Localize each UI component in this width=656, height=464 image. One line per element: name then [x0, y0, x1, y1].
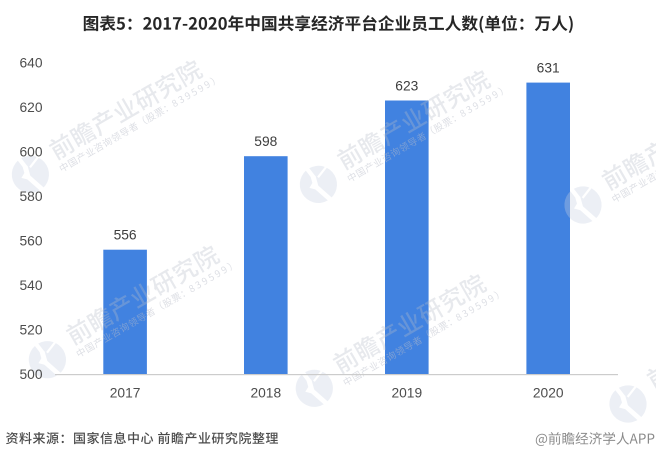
svg-text:540: 540 — [19, 278, 42, 293]
svg-text:500: 500 — [19, 367, 42, 382]
svg-text:520: 520 — [19, 323, 42, 338]
svg-text:620: 620 — [19, 100, 42, 115]
svg-text:631: 631 — [537, 60, 560, 75]
svg-text:2017: 2017 — [110, 385, 141, 400]
svg-text:560: 560 — [19, 234, 42, 249]
svg-text:2020: 2020 — [533, 385, 564, 400]
svg-text:2019: 2019 — [391, 385, 422, 400]
svg-text:600: 600 — [19, 144, 42, 159]
svg-text:2018: 2018 — [250, 385, 281, 400]
svg-text:598: 598 — [254, 134, 277, 149]
svg-text:580: 580 — [19, 189, 42, 204]
svg-text:556: 556 — [114, 228, 137, 243]
svg-text:640: 640 — [19, 55, 42, 70]
svg-text:623: 623 — [395, 78, 418, 93]
